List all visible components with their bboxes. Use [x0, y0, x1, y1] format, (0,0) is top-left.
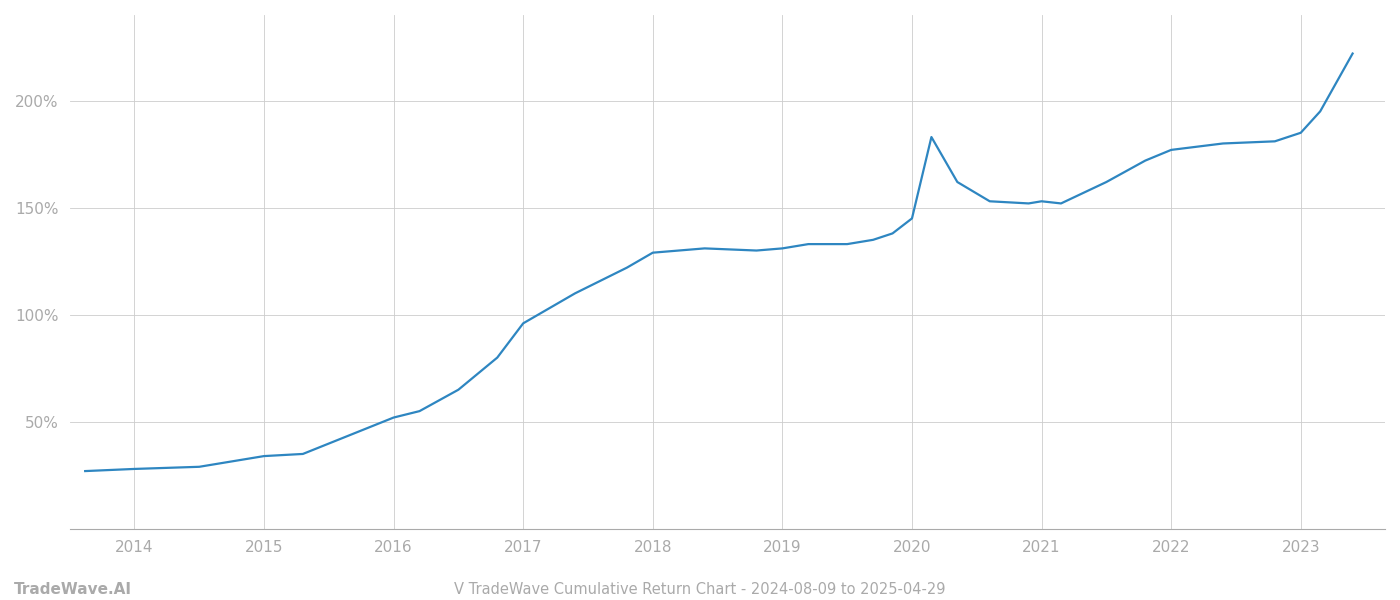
Text: TradeWave.AI: TradeWave.AI — [14, 582, 132, 597]
Text: V TradeWave Cumulative Return Chart - 2024-08-09 to 2025-04-29: V TradeWave Cumulative Return Chart - 20… — [454, 582, 946, 597]
